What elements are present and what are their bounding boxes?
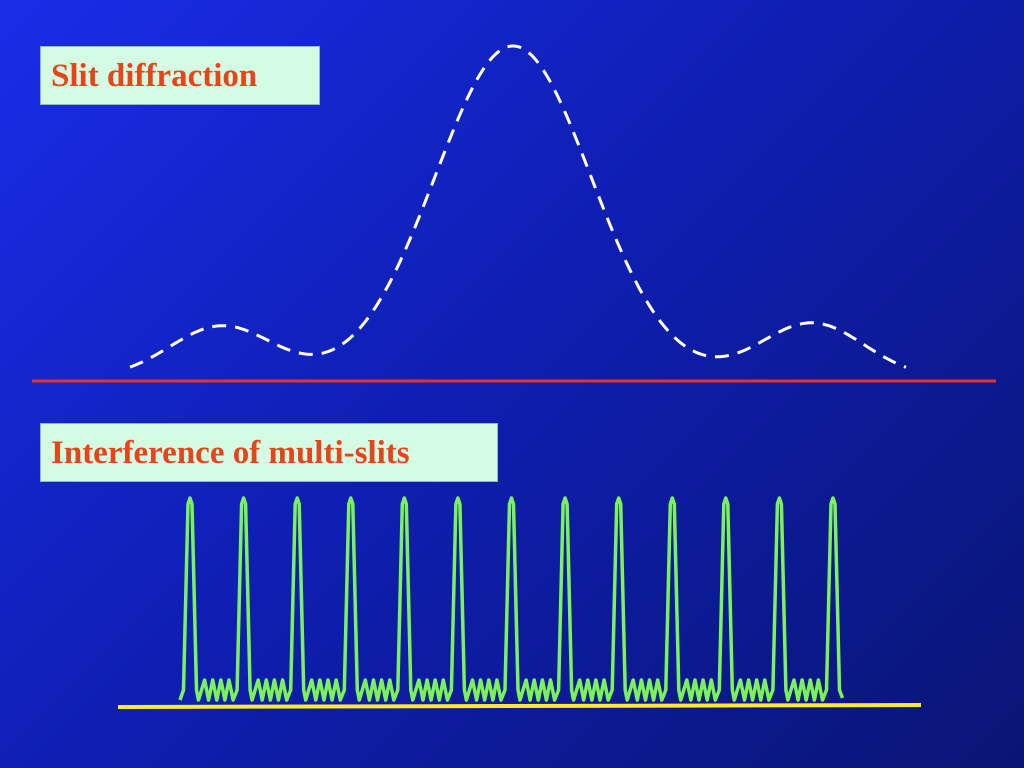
diffraction-intensity-curve bbox=[129, 44, 907, 369]
slit-diffraction-label: Slit diffraction bbox=[40, 46, 320, 105]
interference-intensity-curve bbox=[178, 496, 845, 702]
interference-text: Interference of multi-slits bbox=[51, 435, 410, 471]
slit-diffraction-text: Slit diffraction bbox=[51, 58, 258, 94]
interference-baseline bbox=[117, 703, 922, 709]
interference-label: Interference of multi-slits bbox=[40, 423, 498, 482]
